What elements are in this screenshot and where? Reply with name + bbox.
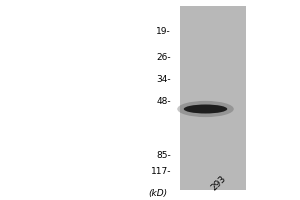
Bar bbox=[180, 6, 246, 190]
Text: (kD): (kD) bbox=[148, 189, 167, 198]
Text: 26-: 26- bbox=[156, 52, 171, 62]
Text: 48-: 48- bbox=[156, 97, 171, 106]
Text: 117-: 117- bbox=[151, 166, 171, 176]
Text: 293: 293 bbox=[210, 174, 228, 192]
Text: 19-: 19- bbox=[156, 26, 171, 36]
Text: 85-: 85- bbox=[156, 150, 171, 160]
Text: 34-: 34- bbox=[156, 74, 171, 84]
Ellipse shape bbox=[177, 101, 234, 117]
Ellipse shape bbox=[184, 104, 227, 114]
